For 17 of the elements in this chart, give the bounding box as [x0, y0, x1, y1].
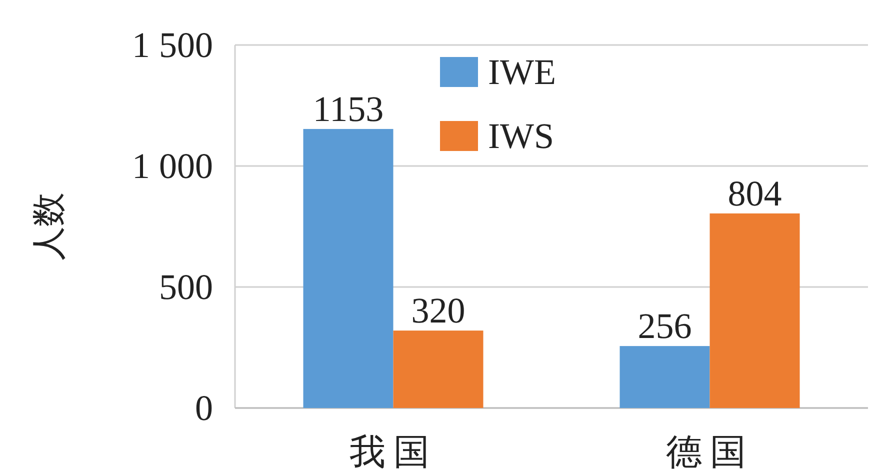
bar	[393, 330, 484, 408]
bar	[303, 128, 394, 408]
y-tick-label: 0	[195, 388, 213, 428]
y-axis-title: 人数	[31, 192, 68, 260]
legend-label: IWS	[488, 116, 554, 156]
y-tick-label: 1 000	[132, 146, 213, 186]
legend-label: IWE	[488, 52, 556, 92]
y-tick-label: 1 500	[132, 25, 213, 65]
data-label: 256	[638, 306, 692, 346]
x-tick-label: 我国	[349, 432, 438, 472]
bar	[620, 346, 710, 408]
data-label: 320	[411, 290, 466, 331]
data-label: 804	[728, 173, 782, 214]
y-tick-label: 500	[159, 267, 213, 307]
x-tick-label: 德国	[666, 432, 754, 472]
data-label: 1153	[312, 88, 384, 129]
bar	[710, 213, 800, 408]
